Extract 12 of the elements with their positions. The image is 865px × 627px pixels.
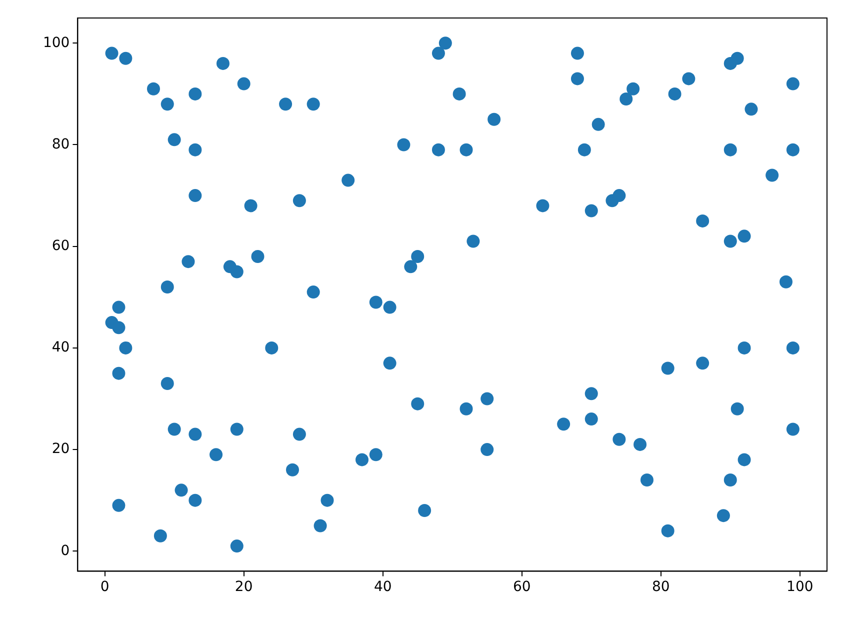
y-tick-label: 80 xyxy=(52,136,70,152)
y-tick-label: 60 xyxy=(52,238,70,254)
y-tick-label: 0 xyxy=(60,542,70,559)
x-tick-label: 0 xyxy=(100,579,110,596)
x-tick-label: 20 xyxy=(234,579,253,596)
x-tick-label: 80 xyxy=(652,579,670,596)
y-tick-label: 100 xyxy=(42,34,70,51)
x-tick-label: 60 xyxy=(512,579,531,596)
y-tick-label: 20 xyxy=(52,441,70,458)
x-tick-label: 100 xyxy=(786,579,814,596)
y-tick-label: 40 xyxy=(52,340,70,356)
x-tick-label: 40 xyxy=(374,579,392,596)
